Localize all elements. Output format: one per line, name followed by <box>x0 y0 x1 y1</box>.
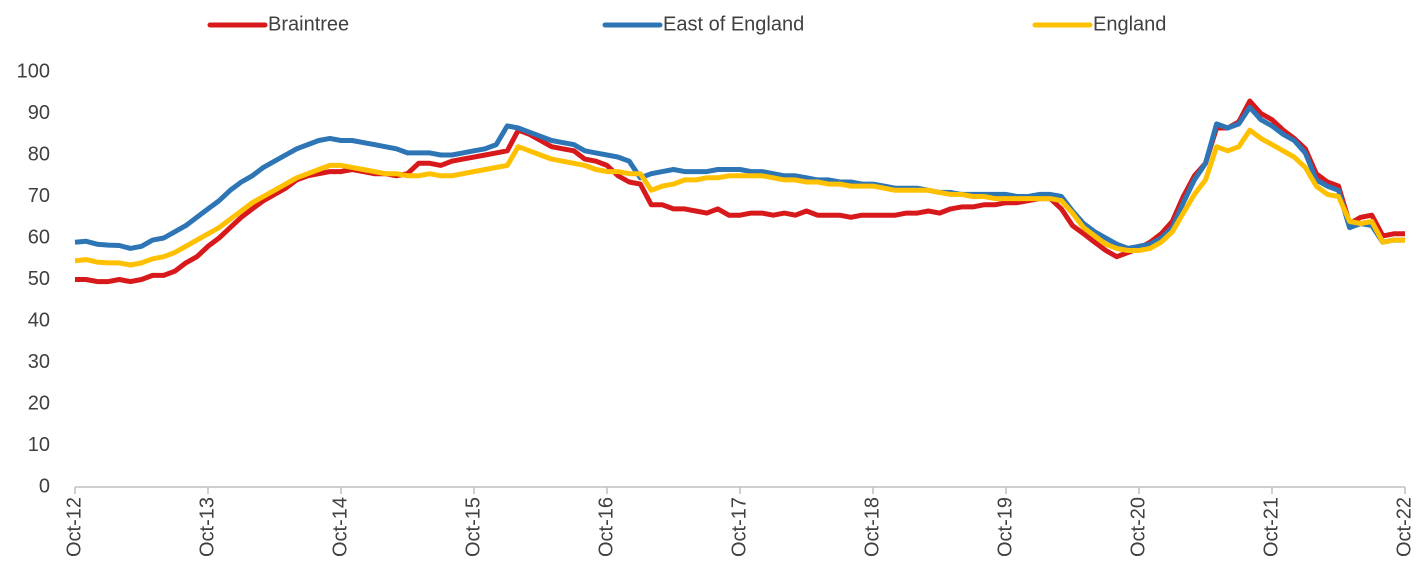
y-tick-label: 100 <box>17 60 50 82</box>
x-tick-label: Oct-17 <box>728 497 750 557</box>
x-tick-label: Oct-21 <box>1260 497 1282 557</box>
y-tick-label: 50 <box>28 268 50 290</box>
x-tick-label: Oct-12 <box>63 497 85 557</box>
y-tick-label: 0 <box>39 475 50 497</box>
x-tick-label: Oct-16 <box>595 497 617 557</box>
y-tick-label: 20 <box>28 392 50 414</box>
x-tick-label: Oct-19 <box>994 497 1016 557</box>
y-tick-label: 30 <box>28 351 50 373</box>
line <box>74 104 1405 251</box>
y-tick-label: 40 <box>28 309 50 331</box>
x-tick-label: Oct-14 <box>329 497 351 557</box>
legend-label: Braintree <box>268 13 349 35</box>
y-tick-label: 60 <box>28 226 50 248</box>
y-tick-label: 70 <box>28 185 50 207</box>
x-tick-label: Oct-15 <box>462 497 484 557</box>
x-tick-label: Oct-13 <box>196 497 218 557</box>
line <box>74 127 1405 268</box>
x-tick-label: Oct-22 <box>1393 497 1415 557</box>
y-tick-label: 90 <box>28 102 50 124</box>
x-tick-label: Oct-18 <box>861 497 883 557</box>
legend-label: East of England <box>663 13 804 35</box>
y-tick-label: 10 <box>28 434 50 456</box>
y-tick-label: 80 <box>28 143 50 165</box>
x-tick-label: Oct-20 <box>1127 497 1149 557</box>
legend-label: England <box>1093 13 1166 35</box>
